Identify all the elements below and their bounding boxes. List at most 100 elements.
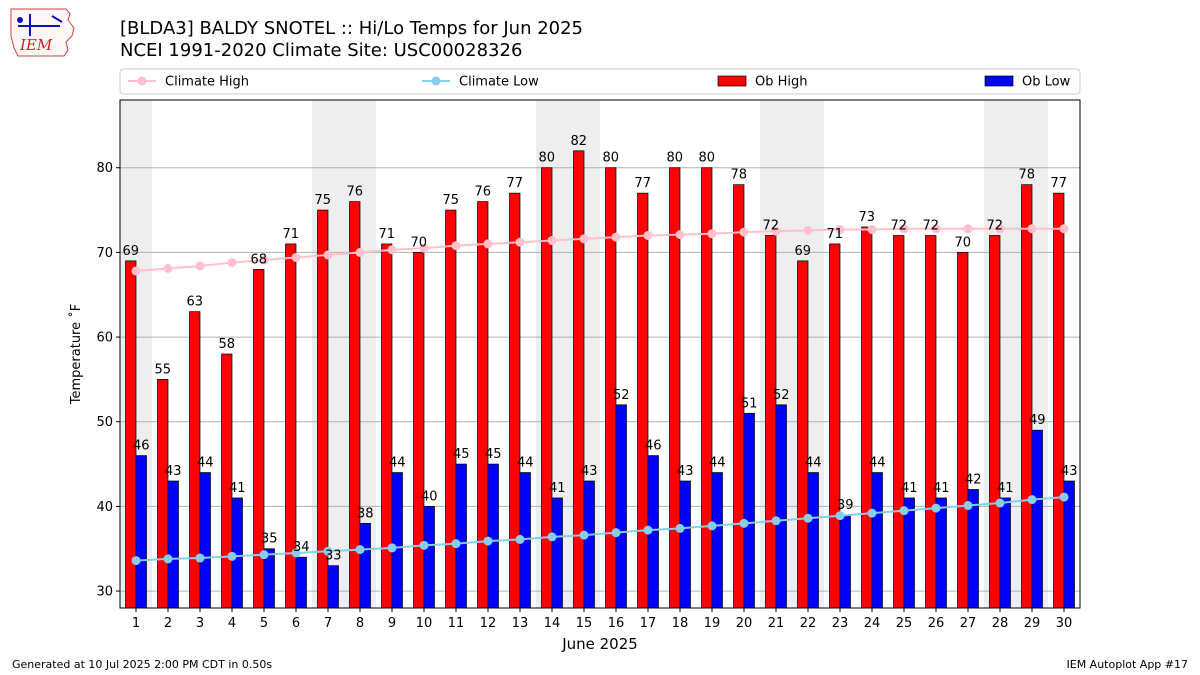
- ob-high-bar-label: 70: [410, 235, 427, 250]
- x-tick-label: 21: [768, 616, 785, 631]
- ob-high-bar: [861, 226, 873, 609]
- ob-low-bar-label: 41: [901, 481, 918, 496]
- climate-low-point: [931, 503, 941, 513]
- x-tick-label: 25: [896, 616, 913, 631]
- ob-low-bar-label: 44: [709, 456, 726, 471]
- ob-low-bar-label: 41: [549, 481, 566, 496]
- climate-high-point: [419, 243, 429, 253]
- ob-low-bar-label: 44: [517, 456, 534, 471]
- ob-high-bar-label: 82: [570, 134, 587, 149]
- ob-high-bar-label: 72: [762, 218, 779, 233]
- x-tick-label: 11: [448, 616, 465, 631]
- ob-high-bar-label: 78: [730, 168, 747, 183]
- chart-subtitle: NCEI 1991-2020 Climate Site: USC00028326: [120, 40, 523, 61]
- footer-app: IEM Autoplot App #17: [1066, 658, 1189, 671]
- x-tick-label: 30: [1056, 616, 1073, 631]
- ob-low-bar: [487, 463, 499, 609]
- ob-high-bar: [989, 235, 1001, 609]
- ob-low-bar-label: 43: [165, 464, 182, 479]
- climate-low-point: [739, 518, 749, 528]
- climate-high-point: [739, 227, 749, 237]
- ob-high-bar-label: 72: [890, 218, 907, 233]
- ob-high-bar: [765, 235, 777, 609]
- ob-low-bar-label: 35: [261, 532, 278, 547]
- climate-low-point: [1059, 492, 1069, 502]
- ob-high-bar-label: 72: [922, 218, 939, 233]
- climate-high-point: [995, 224, 1005, 234]
- x-tick-label: 12: [480, 616, 497, 631]
- ob-high-bar: [893, 235, 905, 609]
- ob-high-bar-label: 76: [346, 185, 363, 200]
- ob-low-bar-label: 33: [325, 549, 342, 564]
- x-tick-label: 24: [864, 616, 881, 631]
- climate-low-point: [803, 513, 813, 523]
- y-tick-label: 50: [96, 415, 113, 430]
- ob-high-bar-label: 71: [378, 227, 395, 242]
- ob-low-bar-label: 52: [773, 388, 790, 403]
- x-tick-label: 26: [928, 616, 945, 631]
- climate-low-point: [643, 525, 653, 535]
- grid-lines: [120, 167, 1080, 592]
- ob-low-bar: [839, 514, 851, 609]
- climate-low-point: [323, 546, 333, 556]
- ob-high-bar: [637, 192, 649, 609]
- climate-high-point: [867, 225, 877, 235]
- iem-logo: IEM: [10, 8, 75, 57]
- ob-high-bar-label: 73: [858, 210, 875, 225]
- climate-high-point: [1027, 224, 1037, 234]
- x-tick-label: 13: [512, 616, 529, 631]
- climate-high-point: [963, 224, 973, 234]
- ob-high-bar-label: 77: [1050, 176, 1067, 191]
- ob-high-bar: [573, 150, 585, 609]
- ob-high-bar-label: 68: [250, 252, 267, 267]
- x-tick-label: 16: [608, 616, 625, 631]
- x-tick-label: 7: [324, 616, 332, 631]
- ob-high-bar-label: 78: [1018, 168, 1035, 183]
- climate-high-point: [931, 224, 941, 234]
- legend-ob-high-label: Ob High: [755, 75, 808, 90]
- ob-low-bar-label: 43: [581, 464, 598, 479]
- climate-high-point: [291, 252, 301, 262]
- ob-high-bar: [509, 192, 521, 609]
- climate-low-point: [515, 534, 525, 544]
- logo-text: IEM: [19, 36, 53, 54]
- ob-high-bar: [413, 252, 425, 609]
- climate-low-point: [611, 528, 621, 538]
- climate-high-point: [355, 247, 365, 257]
- ob-high-bar: [125, 260, 137, 609]
- ob-low-bar-label: 43: [677, 464, 694, 479]
- climate-low-point: [1027, 495, 1037, 505]
- ob-low-bar: [455, 463, 467, 609]
- ob-low-bar: [423, 506, 435, 609]
- ob-low-bar-label: 52: [613, 388, 630, 403]
- climate-high-point: [771, 226, 781, 236]
- climate-high-point: [195, 261, 205, 271]
- ob-low-bar-label: 38: [357, 506, 374, 521]
- legend-ob-low-label: Ob Low: [1022, 75, 1071, 90]
- x-tick-label: 20: [736, 616, 753, 631]
- x-tick-label: 19: [704, 616, 721, 631]
- x-tick-label: 17: [640, 616, 657, 631]
- ob-low-bar-label: 46: [133, 439, 150, 454]
- climate-low-point: [451, 539, 461, 549]
- climate-low-point: [995, 498, 1005, 508]
- climate-high-point: [1059, 224, 1069, 234]
- y-tick-label: 30: [96, 585, 113, 600]
- ob-low-bar-label: 43: [1061, 464, 1078, 479]
- ob-high-bar: [797, 260, 809, 609]
- climate-low-point: [963, 501, 973, 511]
- x-tick-label: 2: [164, 616, 172, 631]
- climate-low-point: [259, 550, 269, 560]
- ob-high-bar: [445, 209, 457, 609]
- ob-high-bar: [925, 235, 937, 609]
- ob-high-bar-label: 71: [282, 227, 299, 242]
- ob-high-bar: [829, 243, 841, 609]
- x-tick-label: 8: [356, 616, 364, 631]
- ob-high-bar-label: 80: [538, 151, 555, 166]
- legend-ob-low-swatch: [984, 75, 1014, 87]
- ob-high-bar-label: 76: [474, 185, 491, 200]
- ob-low-bar: [359, 522, 371, 609]
- ob-high-bar: [1021, 184, 1033, 609]
- climate-lines: [131, 224, 1069, 566]
